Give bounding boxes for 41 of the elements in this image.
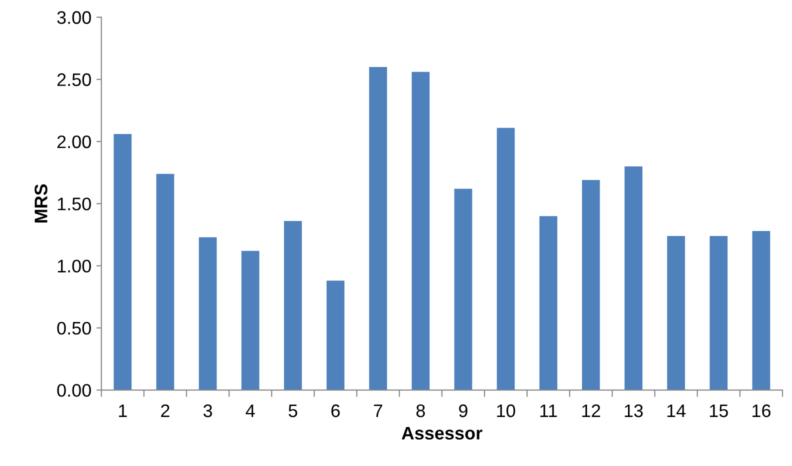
y-tick-label: 1.50	[58, 198, 91, 210]
x-tick-label: 15	[710, 404, 728, 418]
bar	[156, 174, 174, 390]
bar	[241, 250, 260, 390]
x-tick-label: 7	[374, 404, 382, 418]
bar	[752, 230, 770, 390]
x-tick-label: 12	[582, 404, 600, 418]
bar	[114, 134, 132, 390]
bar	[369, 66, 388, 390]
x-tick-label: 6	[331, 404, 340, 418]
x-tick-label: 4	[246, 404, 255, 418]
x-axis-title: Assessor	[402, 426, 482, 440]
y-tick-label: 3.00	[57, 11, 91, 24]
y-tick-label: 2.50	[57, 73, 91, 86]
x-tick-label: 8	[416, 404, 425, 418]
x-tick-label: 14	[667, 404, 686, 418]
y-tick-label: 0.50	[57, 322, 91, 335]
x-tick-label: 13	[624, 404, 643, 418]
bar	[710, 236, 728, 390]
x-tick-label: 5	[288, 404, 298, 418]
bar	[624, 166, 642, 390]
y-tick-label: 2.00	[57, 135, 91, 148]
y-axis-title: MRS	[34, 184, 48, 222]
bar	[412, 72, 430, 390]
x-tick-label: 9	[459, 404, 468, 418]
x-tick-label: 11	[540, 404, 557, 418]
x-tick-label: 10	[497, 404, 516, 418]
bar	[539, 216, 558, 390]
bar	[326, 280, 344, 390]
y-tick-label: 1.00	[58, 260, 91, 272]
bar	[284, 221, 302, 390]
x-tick-label: 16	[752, 404, 770, 418]
bar	[198, 237, 217, 390]
y-tick-label: 0.00	[57, 384, 91, 397]
x-tick-label: 1	[119, 404, 127, 418]
bar	[454, 188, 472, 390]
bar	[582, 180, 600, 390]
bar	[667, 236, 686, 390]
x-tick-label: 2	[161, 404, 170, 418]
x-tick-label: 3	[203, 404, 212, 418]
bar	[496, 128, 515, 390]
